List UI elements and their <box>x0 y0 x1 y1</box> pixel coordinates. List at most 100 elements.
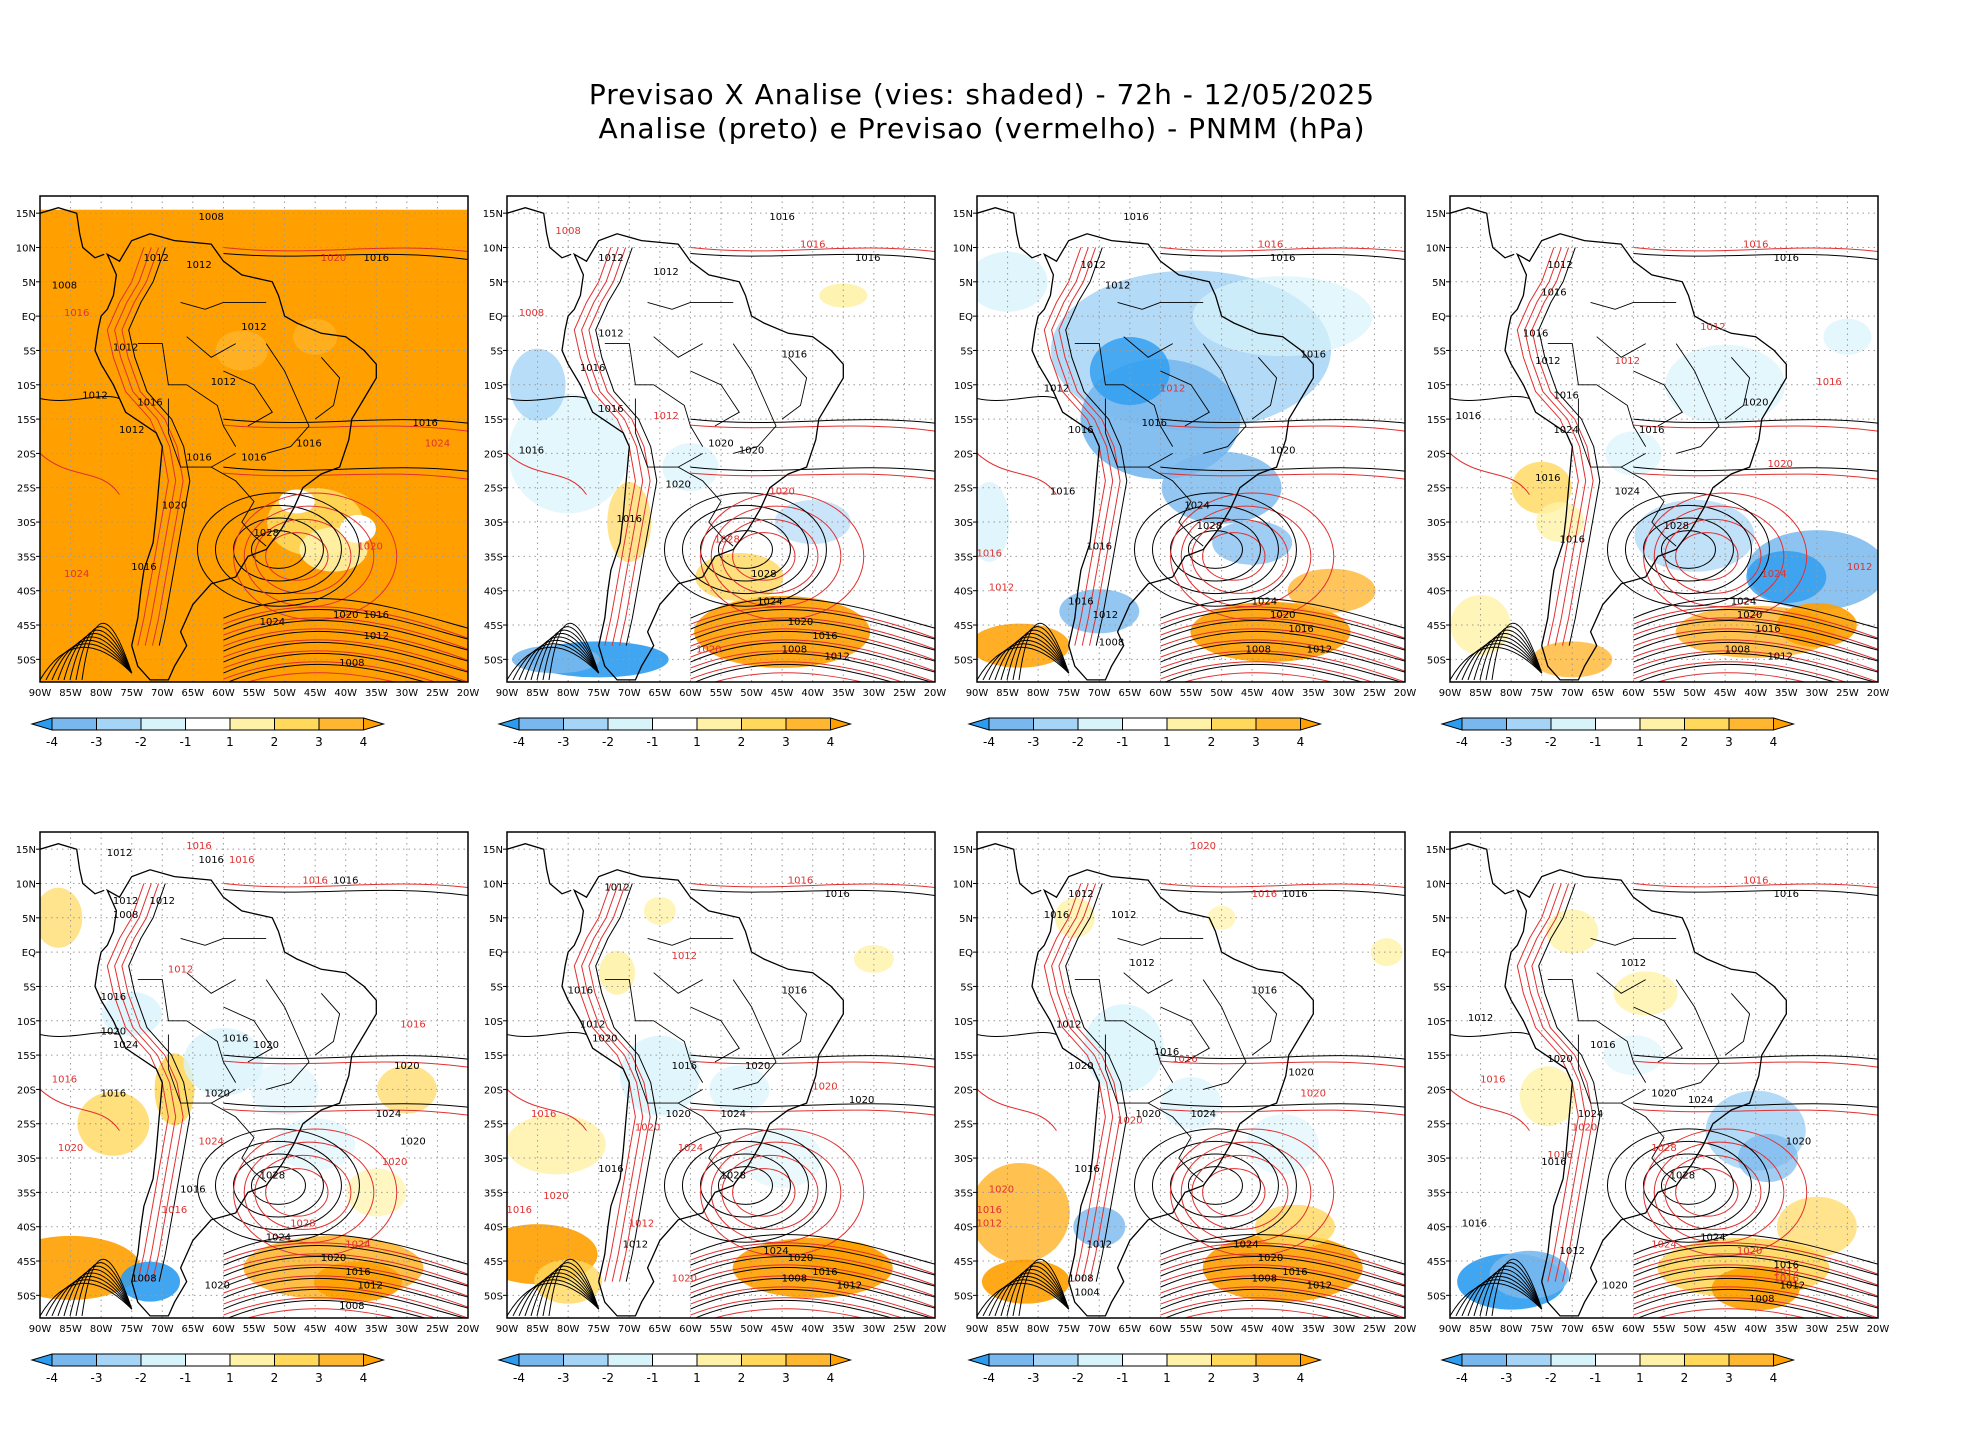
colorbar-segment <box>319 718 364 730</box>
isobar-label: 1016 <box>180 1184 205 1195</box>
panel-wrf: WRF1012101610161016101610161012101210081… <box>0 784 430 1384</box>
map-figure: 1016101610161012101210161012101210161016… <box>937 148 1457 748</box>
longitude-tick-label: 85W <box>526 1324 549 1335</box>
isobar-label: 1008 <box>1246 644 1271 655</box>
colorbar-segment <box>1462 1354 1507 1366</box>
latitude-tick-label: 25S <box>484 1120 503 1131</box>
isobar-label: 1012 <box>653 267 678 278</box>
longitude-tick-label: 80W <box>1500 688 1523 699</box>
isobar-label: 1012 <box>1307 644 1332 655</box>
colorbar-tick-label: -3 <box>1028 735 1040 748</box>
longitude-tick-label: 50W <box>740 688 763 699</box>
isobar-label: 1020 <box>592 1033 617 1044</box>
latitude-tick-label: 50S <box>17 655 36 666</box>
colorbar-segment <box>1256 1354 1301 1366</box>
longitude-tick-label: 25W <box>426 688 449 699</box>
isobar-label: 1012 <box>1087 1239 1112 1250</box>
isobar-label: 1024 <box>1700 1232 1725 1243</box>
colorbar-lower-arrow <box>499 718 519 730</box>
longitude-tick-label: 75W <box>120 688 143 699</box>
longitude-tick-label: 45W <box>1714 688 1737 699</box>
latitude-tick-label: 35S <box>17 552 36 563</box>
colorbar-lower-arrow <box>1442 1354 1462 1366</box>
isobar-label: 1024 <box>1233 1239 1258 1250</box>
isobar-label: 1016 <box>364 253 389 264</box>
longitude-tick-label: 55W <box>1653 1324 1676 1335</box>
colorbar-segment <box>1034 1354 1079 1366</box>
colorbar-tick-label: -4 <box>513 735 525 748</box>
latitude-tick-label: 25S <box>1427 1120 1446 1131</box>
colorbar-tick-label: 1 <box>1163 735 1171 748</box>
longitude-tick-label: 60W <box>1149 1324 1172 1335</box>
longitude-tick-label: 75W <box>1057 1324 1080 1335</box>
colorbar-segment <box>1551 718 1596 730</box>
map-area: 1016101610121012101610161012102010161020… <box>478 832 935 1340</box>
colorbar-upper-arrow <box>364 718 384 730</box>
colorbar: -4-3-2-11234 <box>969 718 1321 748</box>
longitude-tick-label: 60W <box>679 688 702 699</box>
isobar-label: 1016 <box>672 1061 697 1072</box>
longitude-tick-label: 40W <box>334 688 357 699</box>
longitude-tick-label: 60W <box>1622 1324 1645 1335</box>
isobar-label: 1028 <box>721 1171 746 1182</box>
isobar-label: 1016 <box>519 445 544 456</box>
isobar-label: 1016 <box>1050 487 1075 498</box>
isobar-label: 1028 <box>1651 1143 1676 1154</box>
latitude-tick-label: 45S <box>1427 621 1446 632</box>
figure-title-line-1: Previsao X Analise (vies: shaded) - 72h … <box>0 78 1964 111</box>
colorbar-tick-label: 2 <box>1681 735 1689 748</box>
isobar-label: 1016 <box>598 1164 623 1175</box>
longitude-tick-label: 80W <box>1027 1324 1050 1335</box>
colorbar-segment <box>230 1354 275 1366</box>
longitude-tick-label: 20W <box>1867 688 1890 699</box>
colorbar: -4-3-2-11234 <box>499 1354 851 1384</box>
colorbar-tick-label: -1 <box>647 1371 659 1384</box>
longitude-tick-label: 30W <box>396 688 419 699</box>
latitude-tick-label: 15S <box>17 415 36 426</box>
latitude-tick-label: 50S <box>17 1291 36 1302</box>
longitude-tick-label: 70W <box>1088 688 1111 699</box>
colorbar-tick-label: -2 <box>135 735 147 748</box>
isobar-label: 1016 <box>296 439 321 450</box>
isobar-label: 1028 <box>290 1219 315 1230</box>
colorbar-segment <box>1596 718 1641 730</box>
isobar-label: 1016 <box>1068 596 1093 607</box>
colorbar-upper-arrow <box>1774 1354 1794 1366</box>
isobar-label: 1020 <box>382 1157 407 1168</box>
isobar-label: 1020 <box>162 500 187 511</box>
colorbar-segment <box>1729 1354 1774 1366</box>
map-area: 1020101610161012101610121012101610121016… <box>970 832 1405 1340</box>
bias-area <box>377 1065 437 1113</box>
longitude-tick-label: 70W <box>151 688 174 699</box>
panel-ifs: IFS1016101610121012101610201016102010241… <box>1410 784 1840 1384</box>
colorbar-tick-label: 1 <box>226 1371 234 1384</box>
longitude-tick-label: 80W <box>90 688 113 699</box>
isobar-label: 1012 <box>653 411 678 422</box>
isobar-label: 1012 <box>1093 610 1118 621</box>
latitude-tick-label: 20S <box>954 449 973 460</box>
isobar-label: 1020 <box>1547 1054 1572 1065</box>
colorbar-tick-label: 3 <box>1725 735 1733 748</box>
isobar-label: 1012 <box>598 253 623 264</box>
latitude-tick-label: 35S <box>1427 1188 1446 1199</box>
isobar-label: 1016 <box>1553 391 1578 402</box>
colorbar-tick-label: 1 <box>1636 735 1644 748</box>
latitude-tick-label: 10S <box>17 381 36 392</box>
colorbar: -4-3-2-11234 <box>32 718 384 748</box>
longitude-tick-label: 80W <box>557 688 580 699</box>
colorbar-tick-label: -1 <box>1117 1371 1129 1384</box>
colorbar-segment <box>1507 1354 1552 1366</box>
isobar-label: 1012 <box>629 1219 654 1230</box>
isobar-label: 1016 <box>1068 425 1093 436</box>
isobar-label: 1016 <box>1523 329 1548 340</box>
colorbar-segment <box>1212 1354 1257 1366</box>
isobar-label: 1028 <box>1197 521 1222 532</box>
longitude-tick-label: 65W <box>182 688 205 699</box>
longitude-tick-label: 25W <box>1363 1324 1386 1335</box>
latitude-tick-label: 15S <box>954 415 973 426</box>
colorbar-segment <box>97 1354 142 1366</box>
latitude-tick-label: EQ <box>489 312 503 323</box>
colorbar-tick-label: -3 <box>1501 1371 1513 1384</box>
latitude-tick-label: 50S <box>484 1291 503 1302</box>
isobar-label: 1024 <box>763 1246 788 1257</box>
